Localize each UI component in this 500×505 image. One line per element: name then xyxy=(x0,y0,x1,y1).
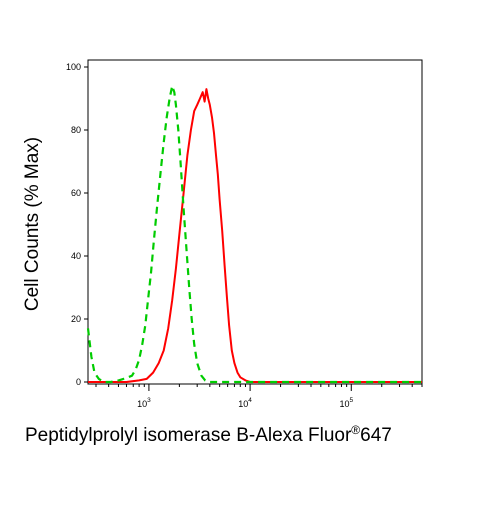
x-tick-label: 103 xyxy=(137,397,151,409)
y-tick-label: 100 xyxy=(66,62,81,72)
x-axis-ticks: 103 104 105 xyxy=(95,384,423,409)
control-series-line xyxy=(86,84,422,384)
x-tick-label: 104 xyxy=(238,397,252,409)
x-axis-label-main: Peptidylprolyl isomerase B-Alexa Fluor xyxy=(25,425,352,446)
y-axis-label: Cell Counts (% Max) xyxy=(22,137,43,311)
x-tick-label: 105 xyxy=(339,397,353,409)
y-tick-label: 20 xyxy=(71,314,81,324)
x-axis-label-superscript: ® xyxy=(351,423,360,437)
y-tick-label: 80 xyxy=(71,125,81,135)
y-axis-ticks: 0 20 40 60 80 100 xyxy=(66,62,88,387)
plot-frame xyxy=(87,59,423,385)
stained-series-line xyxy=(88,88,422,383)
y-tick-label: 60 xyxy=(71,188,81,198)
y-tick-label: 0 xyxy=(76,377,81,387)
x-axis-label-suffix: 647 xyxy=(360,425,392,446)
y-tick-label: 40 xyxy=(71,251,81,261)
plot-area xyxy=(87,59,423,385)
series-layer xyxy=(86,84,422,384)
x-axis-label: Peptidylprolyl isomerase B-Alexa Fluor®6… xyxy=(25,423,392,446)
